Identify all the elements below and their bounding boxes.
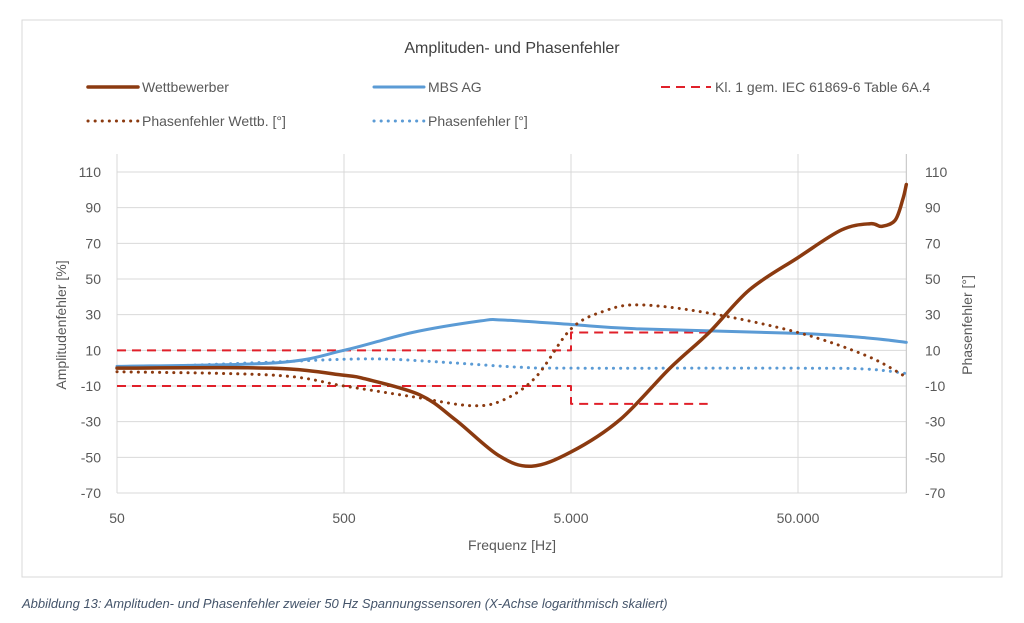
x-axis-label: Frequenz [Hz] (468, 537, 556, 553)
series-line-phasenfehler- (115, 357, 908, 376)
y-axis-label: Amplitudenfehler [%] (53, 260, 69, 389)
y-tick-label: -30 (81, 414, 101, 430)
y2-tick-label: -10 (925, 378, 945, 394)
series-lines (115, 182, 909, 469)
figure-caption: Abbildung 13: Amplituden- und Phasenfehl… (22, 596, 668, 611)
y2-axis-label: Phasenfehler [°] (959, 275, 975, 375)
tick-labels: 110 110 90 90 70 70 50 50 30 30 10 10 -10 -10 -30 -30 -5… (79, 164, 948, 526)
y-tick-label: -10 (81, 378, 101, 394)
y-tick-label: 30 (85, 307, 101, 323)
legend-label: Phasenfehler [°] (428, 113, 528, 129)
series-line-wettbewerber (115, 182, 909, 469)
legend: Wettbewerber MBS AG Kl. 1 gem. IEC 61869-6… (86, 79, 931, 129)
series-line-phasenfehler-wettb- (115, 303, 908, 408)
legend-label: Wettbewerber (142, 79, 229, 95)
legend-label: MBS AG (428, 79, 482, 95)
y-tick-label: 110 (79, 164, 102, 180)
x-tick-label: 500 (332, 510, 356, 526)
y-tick-label: -50 (81, 449, 101, 465)
y2-tick-label: 10 (925, 342, 941, 358)
y2-tick-label: 30 (925, 307, 941, 323)
y2-tick-label: 110 (925, 164, 948, 180)
x-tick-label: 50 (109, 510, 125, 526)
y2-tick-label: 90 (925, 200, 941, 216)
y2-tick-label: 70 (925, 235, 941, 251)
chart-title: Amplituden- und Phasenfehler (404, 40, 620, 57)
legend-label: Kl. 1 gem. IEC 61869-6 Table 6A.4 (715, 79, 931, 95)
x-tick-label: 50.000 (777, 510, 820, 526)
y-tick-label: 70 (85, 235, 101, 251)
y2-tick-label: 50 (925, 271, 941, 287)
gridlines (116, 154, 907, 494)
legend-label: Phasenfehler Wettb. [°] (142, 113, 286, 129)
chart-frame (21, 19, 1003, 578)
y-tick-label: 50 (85, 271, 101, 287)
y2-tick-label: -50 (925, 449, 945, 465)
y2-tick-label: -30 (925, 414, 945, 430)
y-tick-label: 90 (85, 200, 101, 216)
y2-tick-label: -70 (925, 485, 945, 501)
x-tick-label: 5.000 (553, 510, 588, 526)
y-tick-label: -70 (81, 485, 101, 501)
y-tick-label: 10 (85, 342, 101, 358)
